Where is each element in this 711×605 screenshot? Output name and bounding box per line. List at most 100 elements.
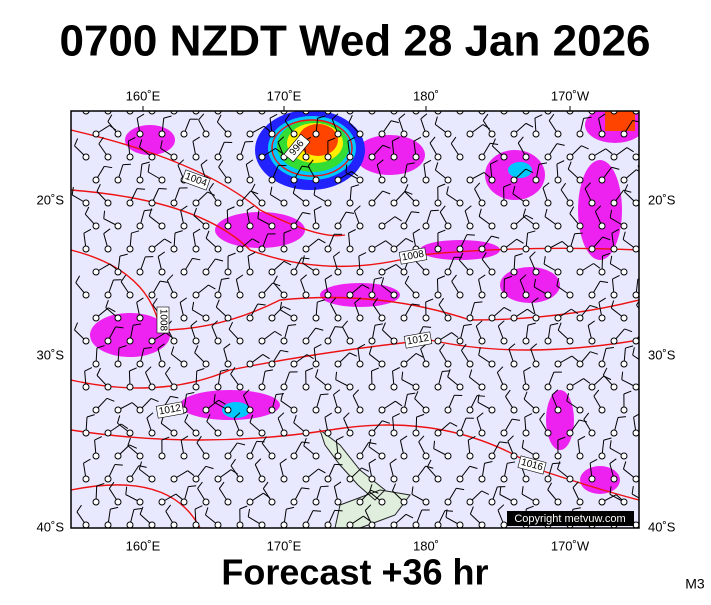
station — [489, 361, 495, 367]
station — [369, 430, 375, 436]
station — [181, 453, 187, 459]
barb-flag — [484, 93, 492, 95]
station — [391, 246, 397, 252]
station — [115, 131, 121, 137]
station — [479, 200, 485, 206]
station — [335, 407, 341, 413]
barb-flag — [655, 443, 663, 445]
station — [93, 223, 99, 229]
station — [489, 453, 495, 459]
station — [247, 315, 253, 321]
station — [511, 407, 517, 413]
station — [423, 453, 429, 459]
station — [335, 223, 341, 229]
lon-label-bottom: 170˚W — [551, 538, 590, 553]
station — [357, 269, 363, 275]
station — [215, 292, 221, 298]
barb-flag — [86, 92, 93, 95]
station — [467, 269, 473, 275]
model-label: M3 — [685, 576, 705, 592]
station — [83, 384, 89, 390]
station — [303, 430, 309, 436]
station — [115, 223, 121, 229]
station — [445, 223, 451, 229]
station — [325, 292, 331, 298]
station — [247, 223, 253, 229]
barb-staff — [172, 95, 174, 111]
station — [193, 246, 199, 252]
station — [391, 154, 397, 160]
station — [435, 430, 441, 436]
station — [435, 154, 441, 160]
station — [215, 476, 221, 482]
station — [259, 292, 265, 298]
station — [643, 315, 649, 321]
station — [237, 430, 243, 436]
station — [567, 200, 573, 206]
station — [237, 338, 243, 344]
station — [501, 476, 507, 482]
station — [247, 361, 253, 367]
barb-staff — [634, 95, 636, 111]
lat-label-right: 20˚S — [648, 192, 676, 207]
station — [467, 407, 473, 413]
station — [533, 223, 539, 229]
station — [545, 154, 551, 160]
station — [401, 453, 407, 459]
station — [511, 453, 517, 459]
station — [445, 269, 451, 275]
station — [203, 315, 209, 321]
station — [181, 361, 187, 367]
station — [577, 177, 583, 183]
station — [303, 200, 309, 206]
station — [303, 476, 309, 482]
station — [401, 407, 407, 413]
station — [555, 361, 561, 367]
station — [247, 499, 253, 505]
station — [171, 384, 177, 390]
station — [599, 223, 605, 229]
station — [347, 338, 353, 344]
station — [369, 384, 375, 390]
station — [335, 177, 341, 183]
barb-flag — [205, 94, 207, 102]
station — [633, 338, 639, 344]
station — [633, 246, 639, 252]
barb-flag — [467, 235, 475, 236]
station — [291, 407, 297, 413]
barb-flag — [445, 511, 453, 512]
station — [369, 476, 375, 482]
station — [511, 177, 517, 183]
barb-staff — [108, 95, 110, 111]
station — [313, 453, 319, 459]
station — [577, 499, 583, 505]
station — [313, 269, 319, 275]
station — [105, 338, 111, 344]
station — [269, 269, 275, 275]
station — [93, 131, 99, 137]
station — [545, 200, 551, 206]
station — [357, 177, 363, 183]
station — [215, 154, 221, 160]
station — [533, 269, 539, 275]
station — [237, 246, 243, 252]
station — [621, 223, 627, 229]
station — [347, 522, 353, 528]
station — [621, 177, 627, 183]
station — [457, 338, 463, 344]
station — [599, 315, 605, 321]
lon-label-top: 180˚ — [413, 88, 439, 103]
station — [193, 154, 199, 160]
station — [457, 384, 463, 390]
station — [423, 499, 429, 505]
station — [457, 522, 463, 528]
station — [523, 476, 529, 482]
station — [501, 154, 507, 160]
station — [379, 177, 385, 183]
station — [335, 315, 341, 321]
station — [533, 499, 539, 505]
station — [413, 292, 419, 298]
station — [347, 292, 353, 298]
station — [105, 430, 111, 436]
